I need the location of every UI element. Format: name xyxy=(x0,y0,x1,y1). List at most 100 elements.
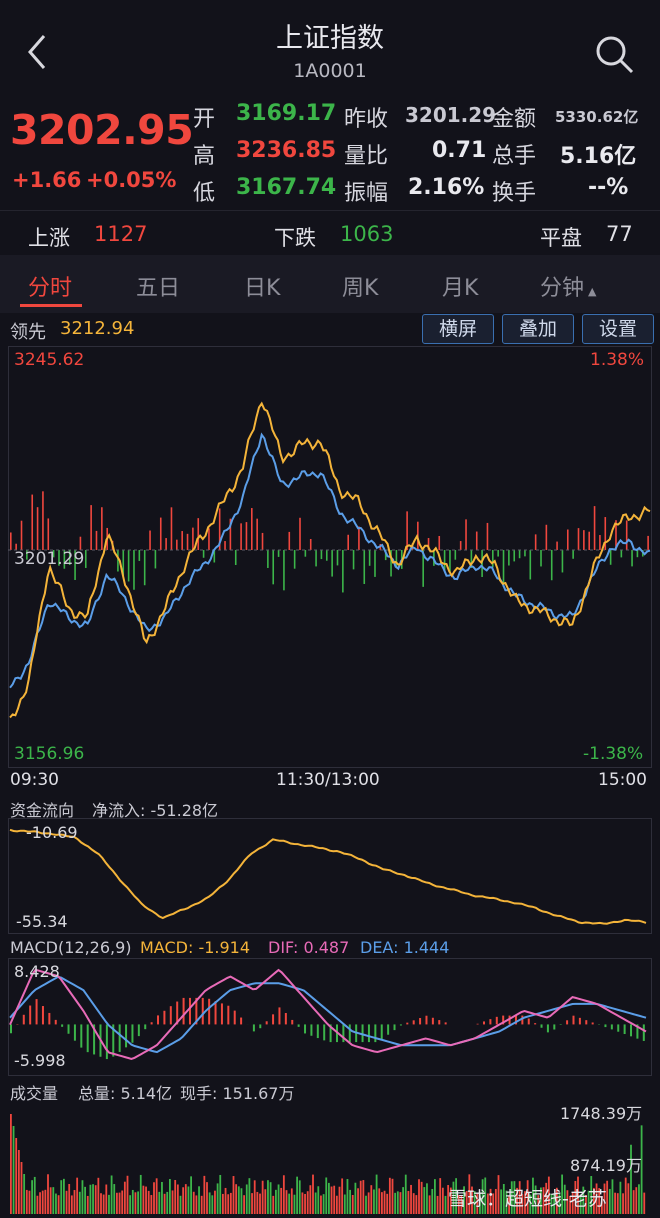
order-flow-bar-up xyxy=(459,541,462,550)
fund-flow-line xyxy=(9,828,647,925)
order-flow-bar-down xyxy=(122,550,125,576)
volume-bar-down xyxy=(317,1186,320,1214)
volume-bar-up xyxy=(585,1194,587,1214)
order-flow-bar-down xyxy=(74,550,76,580)
volume-bar-down xyxy=(158,1191,161,1214)
volume-bar-down xyxy=(534,1185,537,1214)
macd-bar-up xyxy=(29,1005,32,1025)
tab-five-day[interactable]: 五日 xyxy=(136,276,181,301)
volume-bar-down xyxy=(423,1187,426,1214)
overlay-button[interactable]: 叠加 xyxy=(502,314,574,344)
volume-bar-down xyxy=(190,1176,192,1214)
macd-bar-up xyxy=(208,998,211,1025)
order-flow-bar-down xyxy=(154,550,157,569)
fund-flow-net: 净流入: -51.28亿 xyxy=(92,801,219,820)
macd-bar-down xyxy=(259,1024,262,1029)
macd-bar-down xyxy=(125,1024,128,1048)
volume-bar-down xyxy=(129,1195,132,1214)
volume-bar-down xyxy=(463,1186,465,1214)
volume-bar-down xyxy=(455,1178,457,1214)
volume-bar-up xyxy=(494,1188,497,1214)
volume-bar-up xyxy=(574,1180,577,1214)
volume-bar-up xyxy=(222,1193,224,1214)
volume-bar-up xyxy=(338,1186,341,1214)
macd-bar-up xyxy=(284,1013,287,1025)
volume-bar-up xyxy=(627,1183,630,1214)
tab-minute[interactable]: 分钟 ▲ xyxy=(540,270,596,302)
price-change-percent: +0.05% xyxy=(86,168,177,192)
volume-bar-up xyxy=(25,1189,28,1214)
open-value: 3169.17 xyxy=(236,101,337,126)
volume-bar-down xyxy=(137,1191,139,1214)
settings-button[interactable]: 设置 xyxy=(582,314,654,344)
caret-down-icon: ▲ xyxy=(588,285,597,298)
macd-bar-down xyxy=(399,1024,402,1026)
volume-bar-up xyxy=(577,1176,579,1214)
chevron-left-icon[interactable] xyxy=(22,30,52,74)
up-count-value: 1127 xyxy=(94,222,148,246)
volume-bar-down xyxy=(619,1181,622,1214)
order-flow-bar-up xyxy=(224,541,226,550)
order-flow-bar-down xyxy=(384,550,387,561)
volume-bar-down xyxy=(131,1189,134,1214)
volume-bar-up xyxy=(195,1195,198,1214)
macd-bar-down xyxy=(617,1024,620,1032)
macd-bar-down xyxy=(604,1024,607,1028)
volume-bar-up xyxy=(73,1190,76,1214)
volume-bar-down xyxy=(139,1174,142,1214)
volume-bar-up xyxy=(126,1175,129,1214)
order-flow-bar-up xyxy=(599,535,601,550)
volume-bar-up xyxy=(555,1187,558,1214)
macd-bar-down xyxy=(374,1024,377,1043)
order-flow-bar-down xyxy=(572,550,574,559)
volume-bar-up xyxy=(388,1177,391,1214)
macd-bar-up xyxy=(406,1022,409,1025)
volume-bar-up xyxy=(471,1186,473,1214)
landscape-button[interactable]: 横屏 xyxy=(422,314,494,344)
volume-bar-up xyxy=(17,1150,20,1214)
volume-bar-up xyxy=(70,1195,73,1214)
volume-bar-up xyxy=(118,1192,121,1214)
order-flow-bar-down xyxy=(492,550,494,568)
volume-bar-up xyxy=(145,1186,147,1214)
volume-bar-down xyxy=(452,1181,455,1214)
volume-bar-up xyxy=(593,1187,595,1214)
macd-bar-up xyxy=(265,1021,268,1025)
order-flow-bar-up xyxy=(20,520,23,550)
volume-bar-up xyxy=(407,1190,410,1214)
tab-intraday[interactable]: 分时 xyxy=(28,276,73,301)
order-flow-bar-up xyxy=(261,532,264,550)
order-flow-bar-down xyxy=(202,550,205,558)
order-flow-bar-up xyxy=(588,531,591,550)
volume-bar-down xyxy=(267,1180,269,1214)
macd-bar-up xyxy=(431,1017,434,1025)
macd-bar-down xyxy=(310,1024,313,1036)
prev-close-label: 昨收 xyxy=(344,107,389,132)
volume-bar-down xyxy=(328,1182,330,1214)
volume-bar-up xyxy=(97,1177,100,1214)
order-flow-bar-down xyxy=(481,550,483,577)
macd-bar-down xyxy=(623,1024,626,1035)
search-icon[interactable] xyxy=(592,32,636,76)
fund-flow-y-top: -10.69 xyxy=(26,823,78,842)
volume-bar-down xyxy=(611,1179,614,1214)
macd-bar-up xyxy=(214,1001,217,1025)
volume-bar-up xyxy=(134,1192,137,1214)
y-mid-label: 3201.29 xyxy=(14,549,85,569)
volume-bar-up xyxy=(285,1190,288,1214)
current-price: 3202.95 xyxy=(10,106,194,154)
volume-bar-up xyxy=(410,1184,412,1214)
macd-bar-up xyxy=(182,997,185,1025)
order-flow-bar-up xyxy=(197,518,200,550)
tab-daily-k[interactable]: 日K xyxy=(244,276,281,301)
tab-monthly-k[interactable]: 月K xyxy=(442,276,479,301)
macd-bar-down xyxy=(636,1024,639,1039)
volume-bar-up xyxy=(600,1195,603,1214)
order-flow-bar-up xyxy=(229,518,232,550)
volume-bar-up xyxy=(261,1180,264,1214)
order-flow-bar-down xyxy=(443,550,446,572)
open-label: 开 xyxy=(193,107,216,132)
volume-bar-down xyxy=(248,1178,251,1214)
tab-weekly-k[interactable]: 周K xyxy=(342,276,379,301)
dif-line xyxy=(9,968,647,1060)
